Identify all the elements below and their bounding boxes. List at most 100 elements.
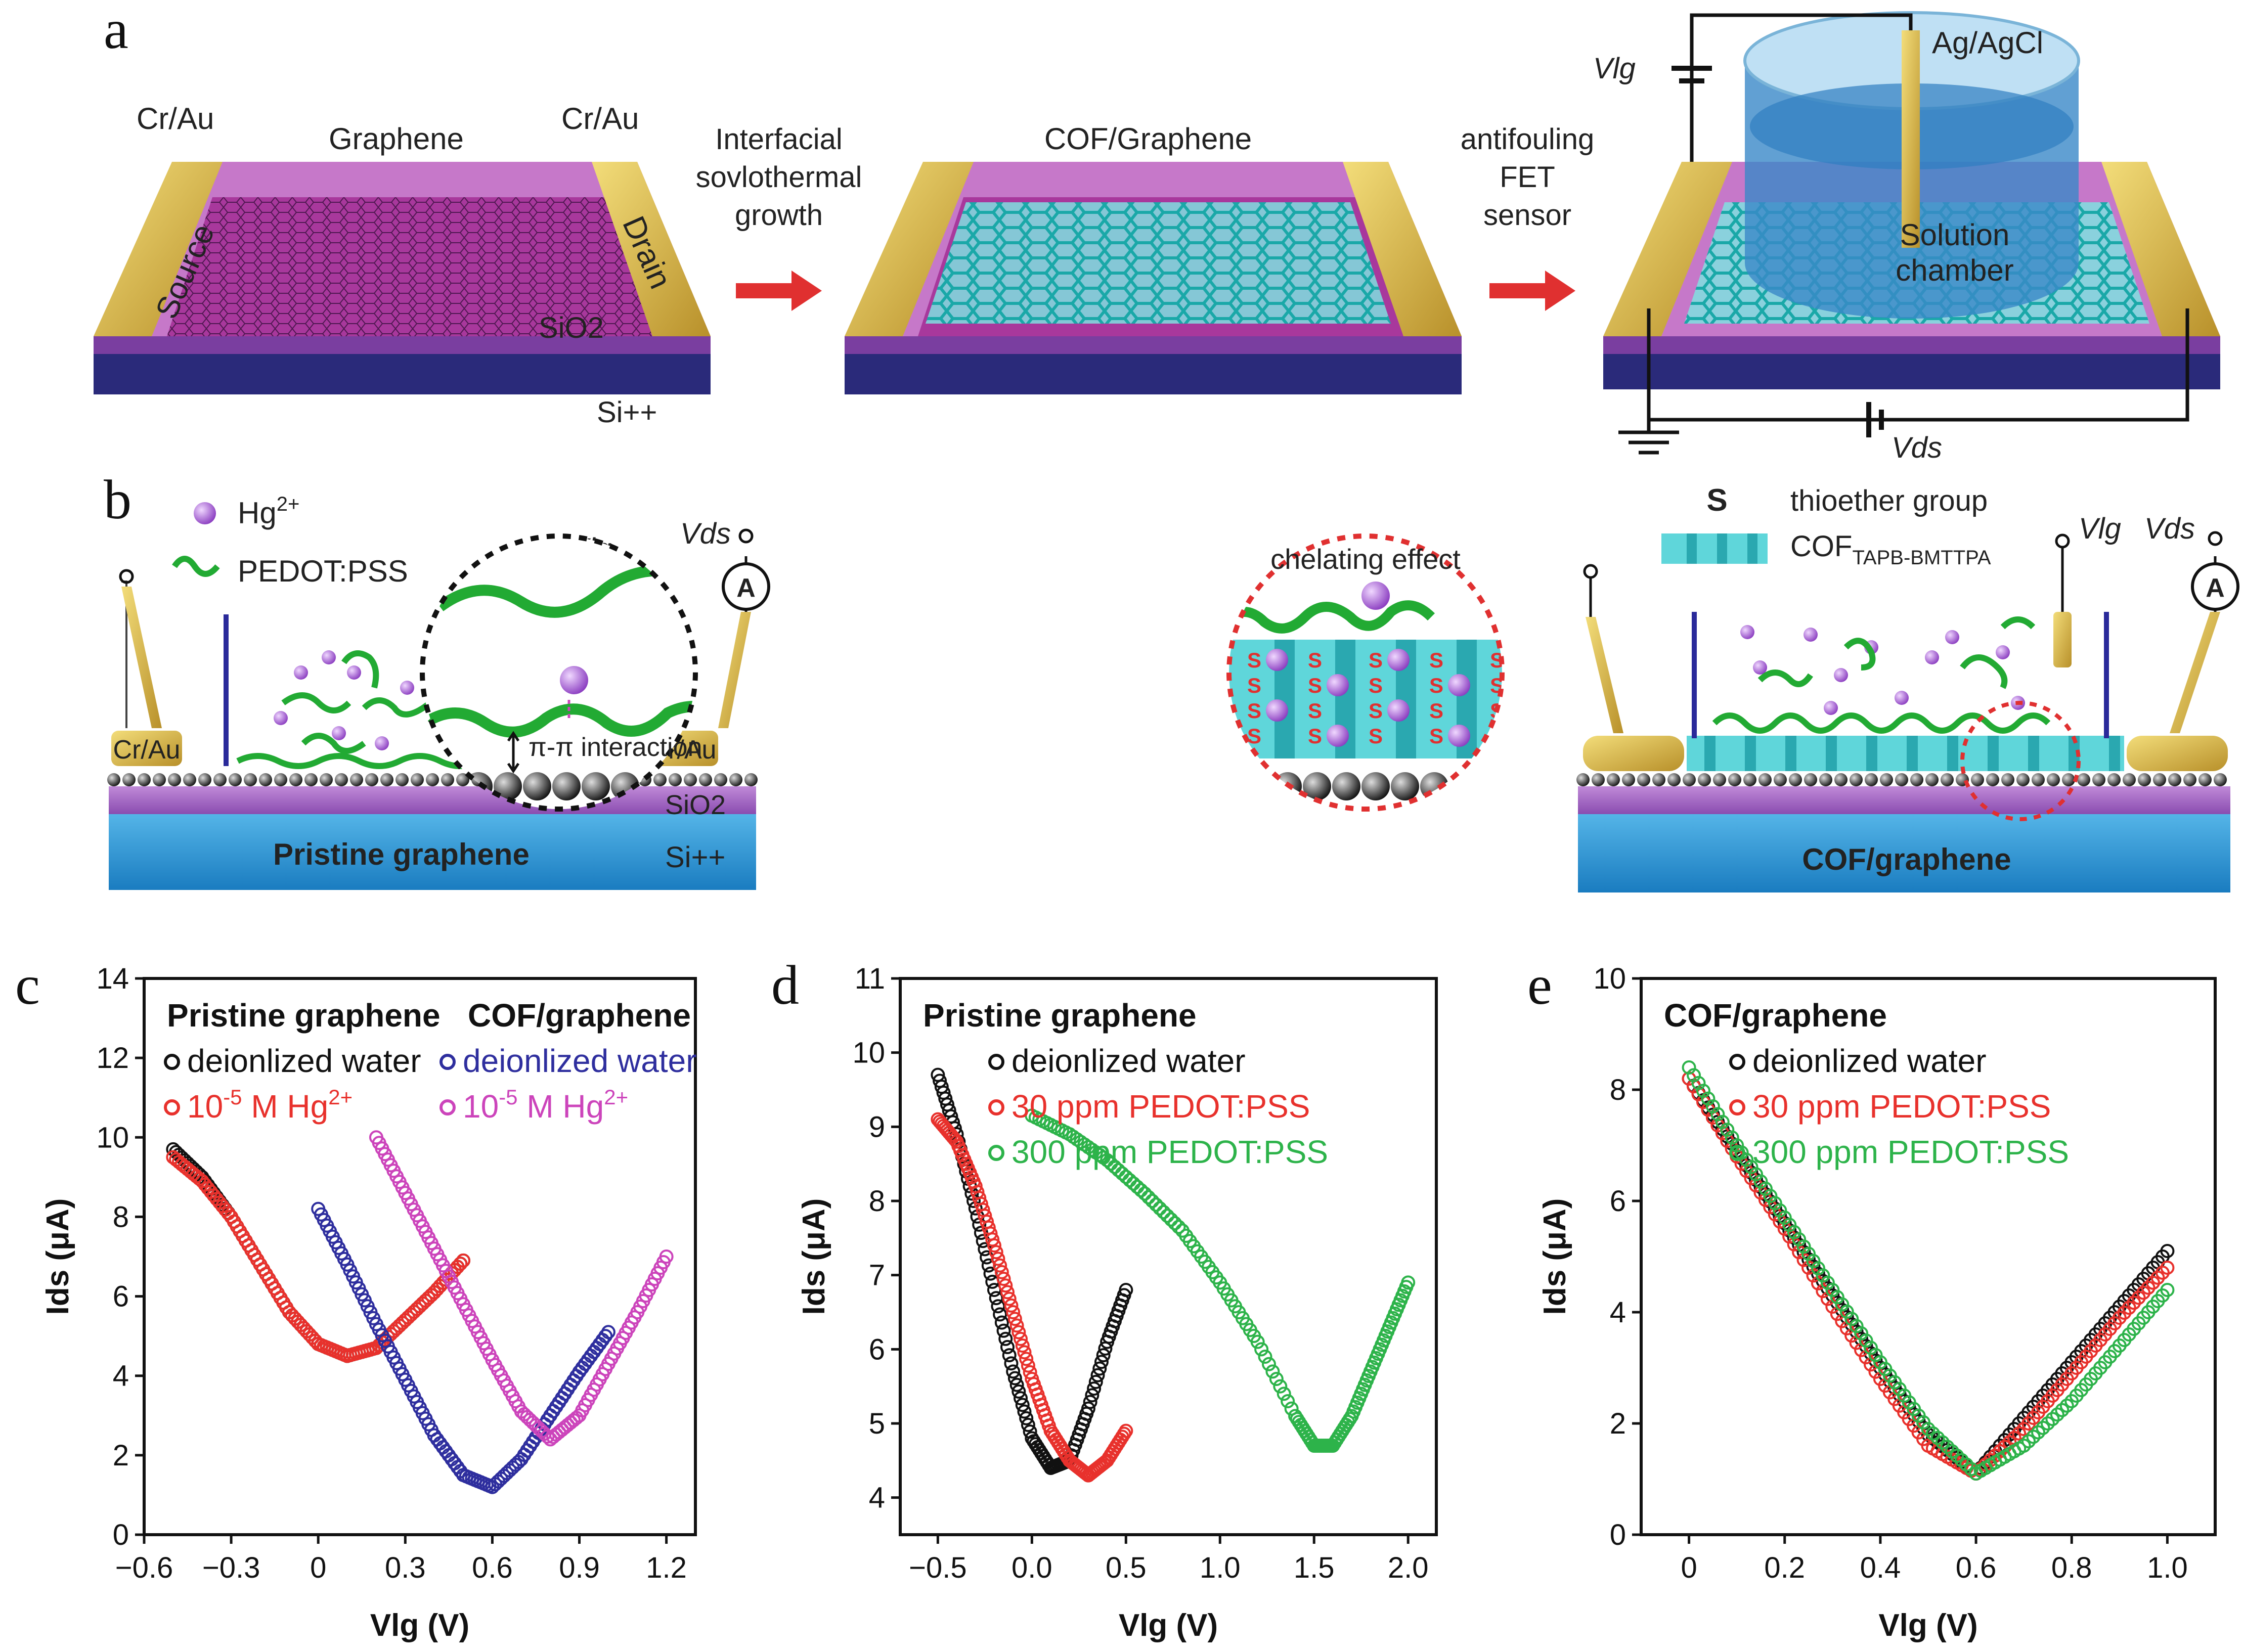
carbon-atom xyxy=(1880,773,1893,786)
data-point xyxy=(1753,1174,1768,1189)
data-point xyxy=(1744,1159,1758,1174)
x-tick-label: 0.3 xyxy=(385,1551,426,1584)
data-point xyxy=(1277,1387,1291,1401)
series xyxy=(931,1112,1133,1483)
pedot-chain xyxy=(1960,654,2008,689)
bound-hg-ion xyxy=(1509,699,1531,722)
sulfur-atom: S xyxy=(1308,674,1322,697)
x-tick-label: 0.0 xyxy=(1011,1551,1052,1584)
data-point xyxy=(601,1325,615,1340)
legend-entry: deionlized water xyxy=(463,1043,697,1079)
vds-wire xyxy=(1647,308,2189,422)
series xyxy=(1025,1108,1416,1453)
carbon-atom xyxy=(2092,773,2105,786)
arrow-1-line-3: growth xyxy=(735,199,823,232)
chelating-label: chelating effect xyxy=(1270,543,1461,575)
carbon-atom xyxy=(2168,773,2181,786)
data-point xyxy=(1168,1216,1182,1230)
cof-lattice xyxy=(926,202,1391,324)
source-electrode xyxy=(94,162,223,336)
data-point xyxy=(659,1249,674,1264)
battery-plate-2 xyxy=(1679,78,1704,83)
carbon-atom xyxy=(653,773,667,786)
carbon-atom xyxy=(1758,773,1772,786)
carbon-atom xyxy=(411,773,424,786)
pedot-legend-label: PEDOT:PSS xyxy=(238,554,408,588)
carbon-atom xyxy=(2198,773,2212,786)
zoom-carbon-atom xyxy=(582,772,610,800)
data-point xyxy=(994,1315,1009,1330)
data-point xyxy=(1019,1411,1034,1425)
si-label: Si++ xyxy=(597,396,657,429)
data-point xyxy=(1149,1197,1163,1212)
data-point xyxy=(1088,1374,1103,1389)
vds-label-right: Vds xyxy=(2144,512,2195,545)
x-tick-label: 1.2 xyxy=(646,1551,687,1584)
data-point xyxy=(991,1252,1005,1266)
data-point xyxy=(1273,1379,1288,1394)
pedot-chain xyxy=(341,650,379,689)
data-point xyxy=(1021,1417,1035,1432)
data-point xyxy=(1868,1348,1883,1362)
charts: c −0.6 −0.3 0 0.3 0.6 0.9 1.2 0 2 4 6 8 10 12 14 Vlg (V)… xyxy=(15,954,2217,1643)
carbon-atom xyxy=(1925,773,1939,786)
si-layer-3 xyxy=(1603,349,2220,389)
carbon-atom xyxy=(138,773,151,786)
data-point xyxy=(1811,1261,1825,1276)
probe-head-right-r xyxy=(2208,531,2223,546)
data-point xyxy=(1002,1291,1017,1306)
x-axis-label: Vlg (V) xyxy=(1119,1608,1218,1643)
sio2-layer-left xyxy=(109,786,756,814)
legend-entry: 30 ppm PEDOT:PSS xyxy=(1752,1088,2051,1125)
data-point xyxy=(1940,1440,1955,1454)
carbon-atom xyxy=(1804,773,1817,786)
data-point xyxy=(1773,1203,1787,1218)
data-point xyxy=(1014,1331,1028,1346)
zoom-hg-ion-right xyxy=(1361,582,1390,610)
panel-a-letter: a xyxy=(104,0,128,60)
data-point xyxy=(1864,1341,1878,1355)
series xyxy=(166,1142,471,1363)
cof-film-stripe xyxy=(1988,736,1999,771)
data-point xyxy=(1015,1398,1030,1412)
carbon-atom xyxy=(1834,773,1848,786)
cof-film-stripe xyxy=(1704,736,1716,771)
sulfur-atom: S xyxy=(1429,699,1443,723)
data-point xyxy=(1126,1176,1141,1191)
cof-graphene-label: COF/Graphene xyxy=(1044,122,1252,156)
carbon-atom xyxy=(1667,773,1681,786)
x-tick-label: −0.6 xyxy=(115,1551,173,1584)
hg-ion xyxy=(1804,628,1818,642)
hg-ion xyxy=(1895,691,1909,705)
x-tick-label: 0 xyxy=(1681,1551,1697,1584)
ammeter-icon-left xyxy=(722,562,770,611)
data-point xyxy=(1792,1232,1807,1246)
data-point xyxy=(989,1245,1003,1260)
data-point xyxy=(1085,1388,1099,1403)
zoom-border-right xyxy=(1226,533,1505,812)
sulfur-atom: S xyxy=(1308,699,1322,723)
vds-label-left: Vds xyxy=(680,517,731,550)
carbon-atom xyxy=(1576,773,1590,786)
arrow-1: Interfacial sovlothermal growth xyxy=(696,123,862,311)
y-tick-label: 7 xyxy=(869,1259,885,1292)
chart-letter: c xyxy=(15,954,40,1016)
legend-entry: 300 ppm PEDOT:PSS xyxy=(1752,1134,2069,1170)
electrode-right-2 xyxy=(1343,162,1462,336)
probe-head-left xyxy=(119,569,134,584)
legend-entry: 300 ppm PEDOT:PSS xyxy=(1011,1134,1328,1170)
data-point xyxy=(996,1272,1011,1286)
sulfur-atom: S xyxy=(1247,724,1261,748)
carbon-atom xyxy=(2123,773,2136,786)
data-point xyxy=(1830,1290,1844,1305)
device-graphene: Source Drain Cr/Au Graphene Cr/Au SiO2 S… xyxy=(94,102,711,429)
x-tick-label: 0.5 xyxy=(1106,1551,1147,1584)
x-axis-label: Vlg (V) xyxy=(1878,1608,1977,1643)
pedot-chain xyxy=(2000,616,2036,630)
data-point xyxy=(1011,1384,1026,1399)
carbon-atom xyxy=(2077,773,2090,786)
carbon-atom xyxy=(1683,773,1696,786)
data-point xyxy=(1119,1423,1133,1438)
data-point xyxy=(2160,1283,2175,1297)
carbon-atom xyxy=(669,773,682,786)
